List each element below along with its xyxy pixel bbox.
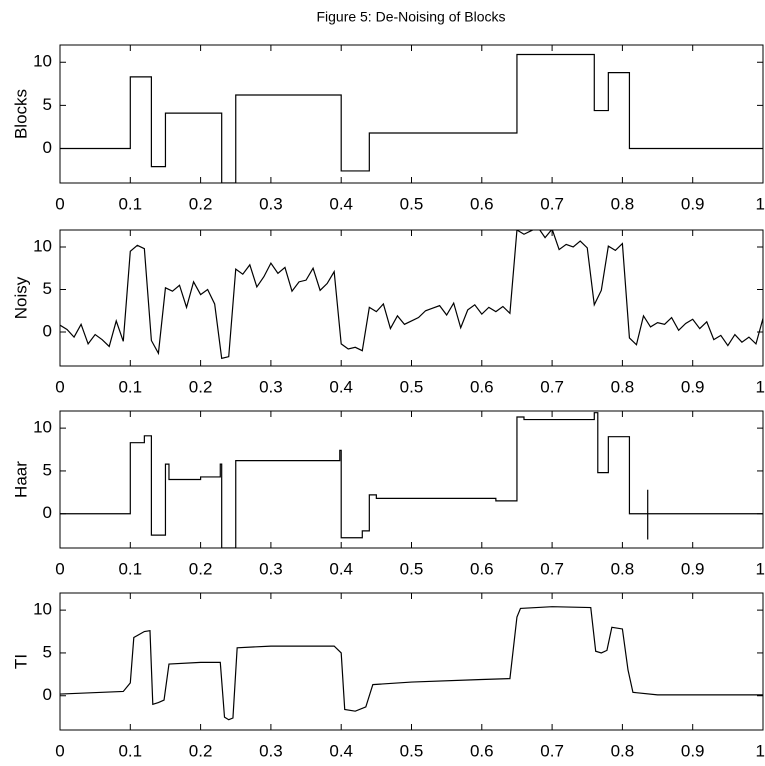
x-tick-label: 0.3 [259,377,283,396]
x-tick-label: 0.3 [259,741,283,760]
x-tick-label: 0.2 [189,194,213,213]
x-tick-label: 0.8 [611,559,635,578]
x-tick-label: 0.1 [118,377,142,396]
axes-frame [59,229,764,367]
y-axis-label: TI [11,654,30,669]
x-tick-label: 0.4 [329,559,353,578]
x-tick-label: 0.1 [118,741,142,760]
x-tick-label: 0 [55,194,64,213]
x-tick-label: 0.4 [329,194,353,213]
x-tick-label: 0.7 [540,194,564,213]
x-tick-label: 0.2 [189,559,213,578]
x-tick-label: 1 [756,559,765,578]
data-line [60,606,763,721]
axes-frame [59,410,764,549]
x-tick-label: 0.8 [611,377,635,396]
x-tick-label: 0.9 [681,194,705,213]
x-tick-label: 0.2 [189,377,213,396]
x-tick-label: 0.5 [400,377,424,396]
x-tick-label: 0.5 [400,741,424,760]
y-tick-label: 0 [43,138,52,157]
x-tick-label: 0.9 [681,377,705,396]
y-axis-label: Noisy [11,276,30,319]
x-tick-label: 0.8 [611,194,635,213]
y-tick-label: 5 [43,95,52,114]
x-tick-label: 0.3 [259,559,283,578]
y-tick-label: 10 [33,236,52,255]
y-tick-label: 10 [33,418,52,437]
x-tick-label: 0.7 [540,377,564,396]
x-tick-label: 0.1 [118,194,142,213]
y-tick-label: 10 [33,52,52,71]
x-tick-label: 0.1 [118,559,142,578]
x-tick-label: 0.2 [189,741,213,760]
y-tick-label: 0 [43,685,52,704]
axes-frame [59,44,764,184]
y-tick-label: 0 [43,321,52,340]
x-tick-label: 0 [55,559,64,578]
x-tick-label: 0.8 [611,741,635,760]
x-tick-label: 0.6 [470,194,494,213]
figure-title: Figure 5: De-Noising of Blocks [316,9,505,25]
x-tick-label: 0 [55,741,64,760]
x-tick-label: 0.4 [329,741,353,760]
data-line [60,53,763,183]
x-tick-label: 0.3 [259,194,283,213]
x-tick-label: 0.6 [470,741,494,760]
x-tick-label: 0.7 [540,741,564,760]
x-tick-label: 0.6 [470,559,494,578]
data-line [60,412,763,548]
x-tick-label: 1 [756,741,765,760]
x-tick-label: 0.6 [470,377,494,396]
y-tick-label: 5 [43,642,52,661]
x-tick-label: 1 [756,377,765,396]
x-tick-label: 0.5 [400,194,424,213]
y-tick-label: 10 [33,600,52,619]
y-axis-label: Haar [11,461,30,498]
y-tick-label: 0 [43,503,52,522]
x-tick-label: 1 [756,194,765,213]
axes-frame [59,592,764,731]
y-tick-label: 5 [43,279,52,298]
x-tick-label: 0.9 [681,559,705,578]
x-tick-label: 0.7 [540,559,564,578]
x-tick-label: 0.9 [681,741,705,760]
y-tick-label: 5 [43,460,52,479]
y-axis-label: Blocks [11,89,30,139]
x-tick-label: 0.4 [329,377,353,396]
data-line [60,230,763,360]
x-tick-label: 0.5 [400,559,424,578]
x-tick-label: 0 [55,377,64,396]
